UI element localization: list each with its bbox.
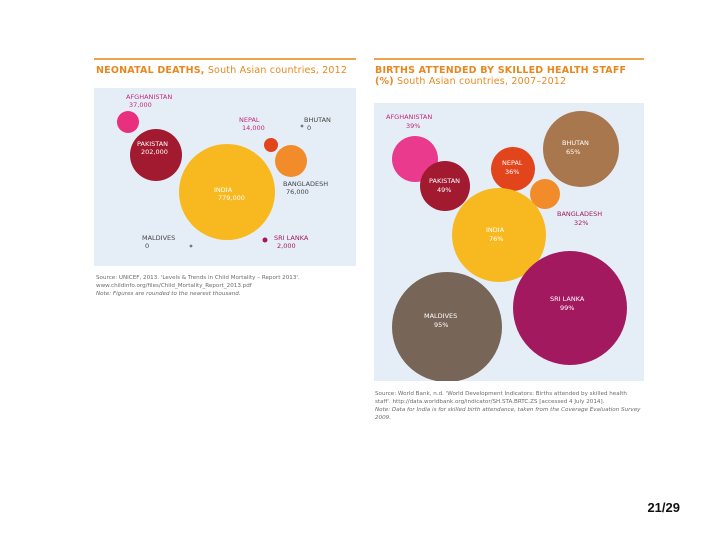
right-label-nepal: NEPAL [502, 159, 523, 167]
right-bubble-maldives [392, 272, 502, 381]
left-value-sri-lanka: 2,000 [277, 242, 296, 250]
left-bubble-nepal [264, 138, 278, 152]
right-value-sri-lanka: 99% [560, 304, 574, 312]
left-bubble-bangladesh [275, 145, 307, 177]
left-source-note: Note: Figures are rounded to the nearest… [96, 290, 358, 298]
left-label-pakistan: PAKISTAN [137, 140, 168, 148]
left-bubble-india [179, 144, 275, 240]
left-note-text: Note: Figures are rounded to the nearest… [96, 291, 241, 297]
left-label-afghanistan: AFGHANISTAN [126, 93, 172, 101]
left-title-rule [94, 58, 356, 60]
left-label-bangladesh: BANGLADESH [283, 180, 328, 188]
right-source-note: Note: Data for India is for skilled birt… [375, 406, 643, 422]
right-bubble-bhutan [543, 111, 619, 187]
left-label-bhutan: BHUTAN [304, 116, 331, 124]
page-number: 21/29 [647, 500, 680, 515]
left-marker-maldives [189, 244, 193, 248]
right-value-pakistan: 49% [437, 186, 451, 194]
right-chart-title: BIRTHS ATTENDED BY SKILLED HEALTH STAFF … [375, 65, 643, 87]
right-note-text: Note: Data for India is for skilled birt… [375, 407, 641, 421]
right-value-nepal: 36% [505, 168, 519, 176]
right-value-afghanistan: 39% [406, 122, 420, 130]
right-bubble-bangladesh [530, 179, 560, 209]
left-bubble-sri-lanka [262, 237, 268, 243]
right-title-rest: South Asian countries, 2007–2012 [393, 76, 567, 87]
left-label-sri-lanka: SRI LANKA [274, 234, 309, 242]
right-title-bold: BIRTHS ATTENDED BY SKILLED HEALTH STAFF … [375, 65, 627, 87]
right-title-rule [374, 58, 644, 60]
right-value-india: 76% [489, 235, 503, 243]
right-bubble-pakistan [420, 161, 470, 211]
left-value-maldives: 0 [145, 242, 149, 250]
left-bubble-afghanistan [117, 111, 139, 133]
left-bubble-pakistan [130, 129, 182, 181]
left-label-nepal: NEPAL [239, 116, 260, 124]
right-bubble-sri-lanka [513, 251, 627, 365]
right-label-india: INDIA [486, 226, 505, 234]
right-label-afghanistan: AFGHANISTAN [386, 113, 432, 121]
left-marker-bhutan [300, 124, 304, 128]
left-value-bhutan: 0 [307, 124, 311, 132]
right-value-bhutan: 65% [566, 148, 580, 156]
right-label-sri-lanka: SRI LANKA [550, 295, 585, 303]
right-source-text: Source: World Bank, n.d. 'World Developm… [375, 391, 627, 405]
left-title-rest: South Asian countries, 2012 [204, 65, 348, 76]
right-label-bangladesh: BANGLADESH [557, 210, 602, 218]
left-value-india: 779,000 [218, 194, 245, 202]
left-value-pakistan: 202,000 [141, 148, 168, 156]
right-bubble-nepal [491, 147, 535, 191]
left-label-india: INDIA [214, 186, 233, 194]
left-chart-title: NEONATAL DEATHS, South Asian countries, … [96, 65, 358, 76]
left-label-maldives: MALDIVES [142, 234, 175, 242]
left-value-afghanistan: 37,000 [129, 101, 152, 109]
left-source-url: www.childinfo.org/files/Child_Mortality_… [96, 283, 252, 289]
right-bubble-india [452, 188, 546, 282]
right-label-maldives: MALDIVES [424, 312, 457, 320]
left-bubble-chart: AFGHANISTAN37,000NEPAL14,000BHUTAN0PAKIS… [117, 93, 331, 250]
left-title-bold: NEONATAL DEATHS, [96, 65, 205, 76]
left-source: Source: UNICEF, 2013. 'Levels & Trends i… [96, 274, 358, 298]
left-value-nepal: 14,000 [242, 124, 265, 132]
right-source: Source: World Bank, n.d. 'World Developm… [375, 390, 643, 422]
left-source-text: Source: UNICEF, 2013. 'Levels & Trends i… [96, 275, 300, 281]
right-value-bangladesh: 32% [574, 219, 588, 227]
right-label-bhutan: BHUTAN [562, 139, 589, 147]
right-value-maldives: 95% [434, 321, 448, 329]
left-value-bangladesh: 76,000 [286, 188, 309, 196]
right-label-pakistan: PAKISTAN [429, 177, 460, 185]
